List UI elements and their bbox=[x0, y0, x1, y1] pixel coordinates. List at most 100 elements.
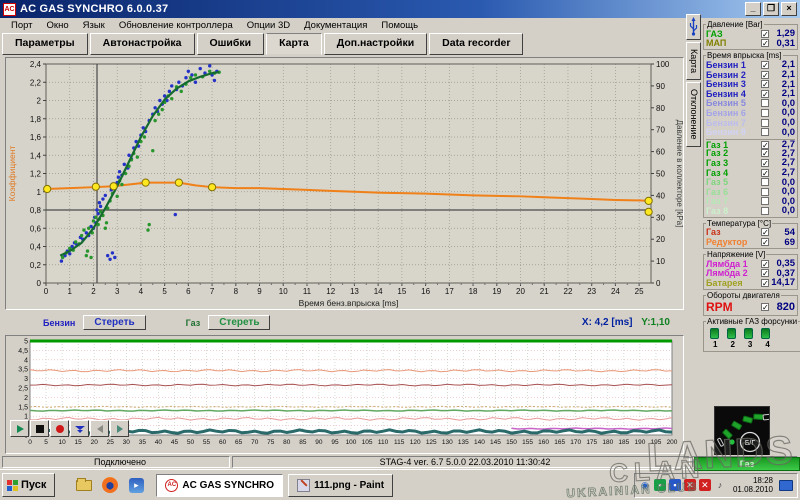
tab-3[interactable]: Карта bbox=[266, 33, 322, 55]
row-label: Редуктор bbox=[706, 237, 761, 247]
tab-2[interactable]: Ошибки bbox=[197, 33, 265, 55]
menu-item-6[interactable]: Помощь bbox=[374, 20, 425, 31]
record-button[interactable] bbox=[50, 420, 69, 437]
row-value: 0,0 bbox=[769, 127, 795, 138]
clear-petrol-button[interactable]: Стереть bbox=[83, 315, 145, 330]
tab-4[interactable]: Доп.настройки bbox=[324, 33, 427, 55]
row-checkbox[interactable] bbox=[761, 119, 769, 127]
row-checkbox[interactable]: ✓ bbox=[761, 149, 769, 157]
row-checkbox[interactable]: ✓ bbox=[761, 61, 769, 69]
connection-status: Подключено bbox=[2, 456, 230, 468]
row-checkbox[interactable]: ✓ bbox=[761, 141, 769, 149]
menu-item-4[interactable]: Опции 3D bbox=[240, 20, 297, 31]
row-checkbox[interactable] bbox=[761, 207, 769, 215]
window-title: AC GAS SYNCHRO 6.0.0.37 bbox=[20, 3, 745, 15]
svg-text:22: 22 bbox=[564, 287, 573, 296]
telemetry-row: МАП✓0,31 bbox=[706, 39, 795, 49]
row-checkbox[interactable]: ✓ bbox=[761, 269, 769, 277]
volume-icon[interactable]: ♪ bbox=[714, 479, 726, 491]
usb-connection-button[interactable] bbox=[686, 14, 701, 40]
close-button[interactable]: × bbox=[781, 2, 797, 16]
side-tab-1[interactable]: Отклонение bbox=[686, 82, 701, 147]
svg-text:13: 13 bbox=[350, 287, 359, 296]
alert-red2-icon[interactable]: ✕ bbox=[699, 479, 711, 491]
row-checkbox[interactable]: ✓ bbox=[761, 159, 769, 167]
row-checkbox[interactable]: ✓ bbox=[761, 303, 769, 311]
svg-text:2: 2 bbox=[91, 287, 96, 296]
svg-text:70: 70 bbox=[251, 439, 259, 446]
svg-text:0,4: 0,4 bbox=[30, 243, 42, 252]
paint-icon bbox=[297, 479, 310, 492]
menu-item-2[interactable]: Язык bbox=[76, 20, 112, 31]
fuel-gauge[interactable]: Б/Г bbox=[714, 406, 770, 459]
svg-text:20: 20 bbox=[516, 287, 525, 296]
row-checkbox[interactable] bbox=[761, 178, 769, 186]
tab-1[interactable]: Автонастройка bbox=[90, 33, 195, 55]
menu-item-3[interactable]: Обновление контроллера bbox=[112, 20, 240, 31]
row-checkbox[interactable]: ✓ bbox=[761, 71, 769, 79]
svg-text:80: 80 bbox=[283, 439, 291, 446]
svg-text:15: 15 bbox=[397, 287, 406, 296]
row-checkbox[interactable] bbox=[761, 109, 769, 117]
menu-item-5[interactable]: Документация bbox=[297, 20, 374, 31]
tab-5[interactable]: Data recorder bbox=[429, 33, 523, 55]
folder-icon[interactable] bbox=[75, 476, 93, 494]
row-checkbox[interactable]: ✓ bbox=[761, 260, 769, 268]
display-settings-icon[interactable] bbox=[779, 480, 793, 491]
svg-text:185: 185 bbox=[618, 439, 629, 446]
update-blue-icon[interactable]: ▪ bbox=[669, 479, 681, 491]
clear-gas-button[interactable]: Стереть bbox=[208, 315, 270, 330]
svg-text:0: 0 bbox=[28, 439, 32, 446]
start-button[interactable]: Пуск bbox=[2, 473, 55, 497]
menu-item-0[interactable]: Порт bbox=[4, 20, 40, 31]
group-title-5: Активные ГАЗ форсунки bbox=[706, 317, 798, 326]
status-blue-icon[interactable]: ◉ bbox=[639, 479, 651, 491]
fuel-map-chart[interactable]: 0123456789101112131415161718192021222324… bbox=[6, 58, 683, 309]
svg-text:45: 45 bbox=[171, 439, 179, 446]
restore-button[interactable]: ❐ bbox=[763, 2, 779, 16]
row-checkbox[interactable]: ✓ bbox=[761, 279, 769, 287]
row-checkbox[interactable]: ✓ bbox=[761, 90, 769, 98]
controller-info: STAG-4 ver. 6.7 5.0.0 22.03.2010 11:30:4… bbox=[232, 456, 690, 468]
row-label: Газ 6 bbox=[706, 187, 761, 197]
svg-text:17: 17 bbox=[445, 287, 454, 296]
row-checkbox[interactable]: ✓ bbox=[761, 80, 769, 88]
row-checkbox[interactable] bbox=[761, 99, 769, 107]
side-tab-0[interactable]: Карта bbox=[686, 42, 701, 80]
tab-0[interactable]: Параметры bbox=[2, 33, 88, 55]
row-checkbox[interactable]: ✓ bbox=[761, 169, 769, 177]
svg-text:24: 24 bbox=[611, 287, 620, 296]
skip-end-button[interactable] bbox=[70, 420, 89, 437]
svg-text:4,5: 4,5 bbox=[18, 348, 28, 355]
svg-text:1: 1 bbox=[37, 188, 42, 197]
svg-text:50: 50 bbox=[656, 170, 665, 179]
row-checkbox[interactable]: ✓ bbox=[761, 238, 769, 246]
row-label: Газ 4 bbox=[706, 168, 761, 178]
svg-text:1: 1 bbox=[67, 287, 72, 296]
minimize-button[interactable]: _ bbox=[745, 2, 761, 16]
svg-text:70: 70 bbox=[656, 126, 665, 135]
stop-button[interactable] bbox=[30, 420, 49, 437]
row-checkbox[interactable]: ✓ bbox=[761, 228, 769, 236]
svg-text:175: 175 bbox=[586, 439, 597, 446]
svg-text:90: 90 bbox=[315, 439, 323, 446]
row-checkbox[interactable]: ✓ bbox=[761, 30, 769, 38]
step-back-button[interactable] bbox=[90, 420, 109, 437]
svg-text:145: 145 bbox=[490, 439, 501, 446]
row-checkbox[interactable] bbox=[761, 188, 769, 196]
play-button[interactable] bbox=[10, 420, 29, 437]
task-button-1[interactable]: 111.png - Paint bbox=[288, 474, 393, 497]
firefox-icon[interactable] bbox=[101, 476, 119, 494]
alert-red-icon[interactable]: ✕ bbox=[684, 479, 696, 491]
media-player-icon[interactable]: ▸ bbox=[127, 476, 145, 494]
menu-item-1[interactable]: Окно bbox=[40, 20, 76, 31]
row-checkbox[interactable] bbox=[761, 197, 769, 205]
tray-date: 01.08.2010 bbox=[733, 485, 773, 494]
svg-text:160: 160 bbox=[538, 439, 549, 446]
row-label: Лямбда 1 bbox=[706, 259, 761, 269]
task-button-0[interactable]: ACAC GAS SYNCHRO bbox=[156, 474, 283, 497]
step-forward-button[interactable] bbox=[110, 420, 129, 437]
row-checkbox[interactable]: ✓ bbox=[761, 39, 769, 47]
row-checkbox[interactable] bbox=[761, 128, 769, 136]
agent-green-icon[interactable]: ▪ bbox=[654, 479, 666, 491]
